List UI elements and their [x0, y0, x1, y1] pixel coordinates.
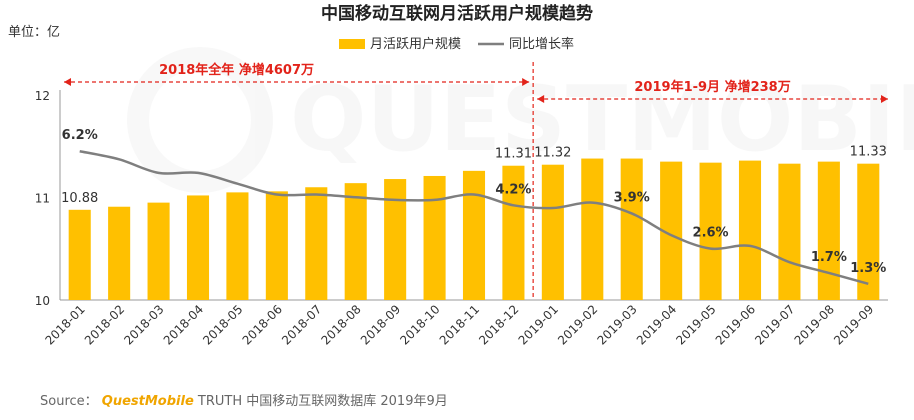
bar: [778, 163, 801, 300]
annotation-arrowhead-left: [64, 78, 71, 86]
y-tick-label: 12: [35, 89, 50, 103]
legend-bar-label: 月活跃用户规模: [370, 36, 461, 52]
unit-label: 单位：亿: [8, 25, 60, 40]
chart-title: 中国移动互联网月活跃用户规模趋势: [321, 3, 593, 24]
x-tick-label: 2019-08: [792, 302, 837, 347]
annotation-text: 2018年全年 净增4607万: [159, 62, 314, 78]
source-label: Source：: [40, 394, 98, 409]
x-tick-label: 2018-10: [397, 302, 442, 347]
growth-rate-line: [79, 150, 869, 285]
bar: [305, 187, 328, 300]
source-note: Source： QuestMobile TRUTH 中国移动互联网数据库 201…: [40, 390, 448, 409]
y-tick-label: 11: [35, 192, 50, 206]
rate-value-label: 6.2%: [62, 128, 98, 143]
bar-value-label: 11.33: [850, 145, 887, 160]
x-tick-label: 2018-11: [437, 302, 482, 347]
bar: [344, 183, 367, 300]
bar: [186, 195, 210, 300]
x-tick-label: 2018-01: [42, 302, 87, 347]
bar: [384, 179, 407, 300]
x-tick-label: 2018-03: [121, 302, 166, 347]
rate-value-label: 4.2%: [495, 182, 531, 197]
bar: [462, 170, 486, 300]
watermark: QUESTMOBILE: [127, 47, 914, 193]
rate-value-label: 2.6%: [693, 226, 729, 241]
watermark-text: QUESTMOBILE: [290, 67, 914, 172]
legend: 月活跃用户规模 同比增长率: [339, 36, 574, 52]
rate-value-label: 1.3%: [850, 261, 886, 276]
bar: [108, 206, 131, 300]
bar: [699, 162, 722, 300]
bar: [265, 191, 288, 300]
legend-line-label: 同比增长率: [509, 36, 574, 52]
bar: [423, 175, 446, 300]
x-tick-label: 2019-02: [555, 302, 600, 347]
x-tick-label: 2019-09: [831, 302, 876, 347]
bar: [660, 161, 683, 300]
x-tick-label: 2019-05: [673, 302, 718, 347]
annotation-text: 2019年1-9月 净增238万: [634, 79, 790, 95]
annotation-arrowhead-right: [522, 78, 530, 86]
bar-value-label: 11.32: [534, 146, 571, 161]
bar: [581, 158, 604, 300]
bar: [226, 192, 249, 300]
annotation-arrowhead-right: [881, 95, 888, 103]
bar: [502, 165, 525, 300]
y-tick-label: 10: [35, 294, 50, 308]
x-tick-label: 2018-06: [240, 302, 285, 347]
bar-value-label: 11.31: [495, 147, 532, 162]
x-tick-label: 2019-01: [516, 302, 561, 347]
x-tick-label: 2018-08: [318, 302, 363, 347]
x-tick-label: 2018-07: [279, 302, 324, 347]
x-tick-label: 2019-07: [752, 302, 797, 347]
x-tick-label: 2018-09: [358, 302, 403, 347]
source-text: TRUTH 中国移动互联网数据库 2019年9月: [197, 394, 448, 409]
x-tick-label: 2018-02: [82, 302, 127, 347]
x-tick-label: 2019-03: [594, 302, 639, 347]
rate-value-label: 1.7%: [811, 250, 847, 265]
bar-value-label: 10.88: [61, 191, 98, 206]
annotation-arrowhead-left: [537, 95, 545, 103]
x-tick-label: 2018-05: [200, 302, 245, 347]
x-tick-label: 2018-12: [476, 302, 521, 347]
bar: [541, 164, 564, 300]
bar: [738, 160, 762, 300]
legend-bar-swatch: [339, 39, 365, 49]
bar: [147, 202, 170, 300]
bar: [68, 209, 91, 300]
rate-value-label: 3.9%: [614, 190, 650, 205]
bar: [620, 158, 643, 300]
source-brand: QuestMobile: [101, 394, 194, 409]
x-tick-label: 2019-06: [713, 302, 758, 347]
x-tick-label: 2018-04: [161, 302, 206, 347]
bar: [857, 163, 880, 300]
bar: [817, 161, 840, 300]
x-tick-label: 2019-04: [634, 302, 679, 347]
